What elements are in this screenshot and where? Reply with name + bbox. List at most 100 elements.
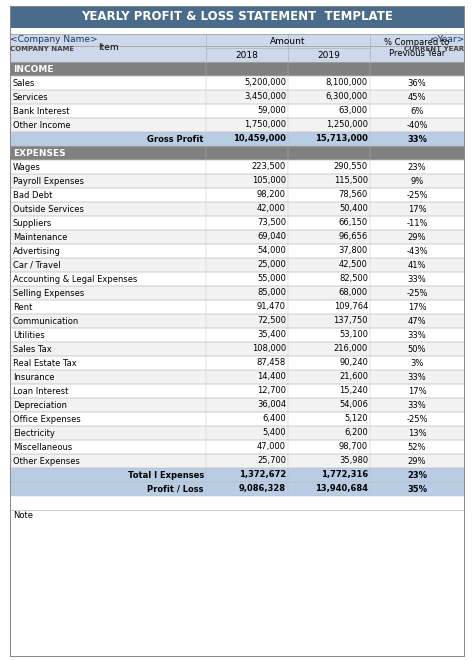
Bar [288, 104, 370, 118]
Text: -40%: -40% [406, 121, 428, 129]
Bar [10, 356, 206, 370]
Bar [10, 62, 206, 76]
Bar [370, 482, 464, 496]
Bar [370, 272, 464, 286]
Text: 9,086,328: 9,086,328 [239, 484, 286, 494]
Text: Office Expenses: Office Expenses [13, 414, 81, 424]
Text: 108,000: 108,000 [252, 345, 286, 354]
Text: 33%: 33% [408, 372, 427, 381]
Text: 5,120: 5,120 [345, 414, 368, 424]
Bar [10, 272, 206, 286]
Bar [10, 482, 206, 496]
Bar [370, 202, 464, 216]
Text: 3%: 3% [410, 358, 424, 368]
Text: 42,000: 42,000 [257, 205, 286, 213]
Text: 29%: 29% [408, 457, 426, 465]
Bar [10, 48, 206, 62]
Text: Advertising: Advertising [13, 246, 61, 255]
Text: 6,400: 6,400 [262, 414, 286, 424]
Text: 42,500: 42,500 [339, 261, 368, 269]
Bar [370, 174, 464, 188]
Bar [288, 160, 370, 174]
Text: 29%: 29% [408, 232, 426, 242]
Text: 5,400: 5,400 [263, 428, 286, 438]
Text: 23%: 23% [408, 162, 426, 172]
Bar [10, 34, 206, 48]
Text: Other Expenses: Other Expenses [13, 457, 80, 465]
Bar [288, 328, 370, 342]
Bar [370, 314, 464, 328]
Text: 25,700: 25,700 [257, 457, 286, 465]
Text: 2018: 2018 [236, 51, 258, 59]
Bar [288, 272, 370, 286]
Bar [288, 230, 370, 244]
Bar [370, 118, 464, 132]
Text: Loan Interest: Loan Interest [13, 387, 68, 395]
Text: 1,750,000: 1,750,000 [244, 121, 286, 129]
Text: <Year>: <Year> [430, 36, 464, 44]
Bar [288, 146, 370, 160]
Text: Item: Item [98, 44, 118, 53]
Bar [370, 48, 464, 62]
Bar [10, 174, 206, 188]
Bar [370, 342, 464, 356]
Text: Miscellaneous: Miscellaneous [13, 442, 72, 451]
Text: 96,656: 96,656 [339, 232, 368, 242]
Text: 33%: 33% [408, 401, 427, 409]
Bar [206, 384, 288, 398]
Bar [288, 342, 370, 356]
Bar [206, 342, 288, 356]
Bar [206, 132, 288, 146]
Text: Sales: Sales [13, 79, 36, 88]
Text: Profit / Loss: Profit / Loss [147, 484, 204, 494]
Bar [288, 118, 370, 132]
Bar [288, 90, 370, 104]
Text: -25%: -25% [406, 414, 428, 424]
Text: 8,100,000: 8,100,000 [326, 79, 368, 88]
Text: EXPENSES: EXPENSES [13, 148, 65, 158]
Bar [206, 34, 370, 48]
Bar [206, 202, 288, 216]
Text: 36,004: 36,004 [257, 401, 286, 409]
Bar [10, 370, 206, 384]
Text: 1,250,000: 1,250,000 [326, 121, 368, 129]
Text: 17%: 17% [408, 205, 426, 213]
Text: Utilities: Utilities [13, 331, 45, 339]
Bar [370, 454, 464, 468]
Bar [288, 412, 370, 426]
Bar [288, 62, 370, 76]
Text: 69,040: 69,040 [257, 232, 286, 242]
Bar [370, 440, 464, 454]
Text: 54,006: 54,006 [339, 401, 368, 409]
Text: 33%: 33% [408, 331, 427, 339]
Bar [206, 160, 288, 174]
Bar [10, 258, 206, 272]
Bar [288, 216, 370, 230]
Text: 63,000: 63,000 [339, 106, 368, 116]
Text: 17%: 17% [408, 302, 426, 312]
Text: 1,372,672: 1,372,672 [239, 471, 286, 480]
Text: 5,200,000: 5,200,000 [244, 79, 286, 88]
Bar [206, 216, 288, 230]
Bar [206, 90, 288, 104]
Bar [288, 188, 370, 202]
Text: INCOME: INCOME [13, 65, 54, 73]
Text: Bad Debt: Bad Debt [13, 191, 52, 199]
Bar [288, 174, 370, 188]
Text: 216,000: 216,000 [334, 345, 368, 354]
Bar [206, 356, 288, 370]
Text: 13,940,684: 13,940,684 [315, 484, 368, 494]
Text: 223,500: 223,500 [252, 162, 286, 172]
Text: 6%: 6% [410, 106, 424, 116]
Bar [10, 286, 206, 300]
Bar [206, 370, 288, 384]
Bar [370, 468, 464, 482]
Bar [288, 454, 370, 468]
Text: 53,100: 53,100 [339, 331, 368, 339]
Text: Wages: Wages [13, 162, 41, 172]
Text: Communication: Communication [13, 317, 79, 325]
Text: 12,700: 12,700 [257, 387, 286, 395]
Bar [10, 440, 206, 454]
Text: 87,458: 87,458 [257, 358, 286, 368]
Bar [370, 412, 464, 426]
